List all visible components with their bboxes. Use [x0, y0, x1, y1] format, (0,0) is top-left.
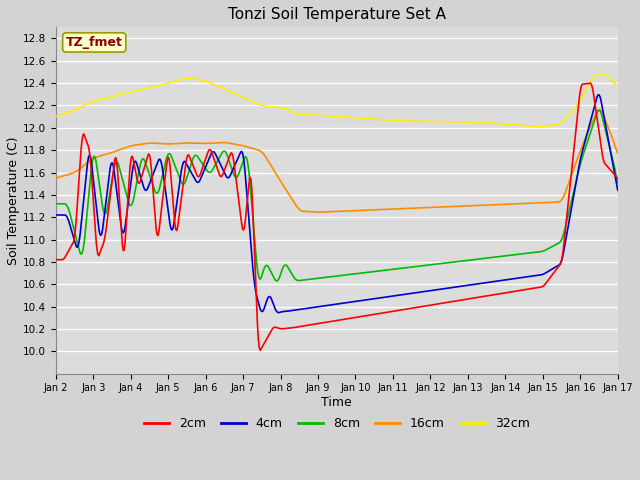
Y-axis label: Soil Temperature (C): Soil Temperature (C) [7, 136, 20, 264]
Title: Tonzi Soil Temperature Set A: Tonzi Soil Temperature Set A [228, 7, 445, 22]
Text: TZ_fmet: TZ_fmet [66, 36, 123, 49]
Legend: 2cm, 4cm, 8cm, 16cm, 32cm: 2cm, 4cm, 8cm, 16cm, 32cm [139, 412, 534, 435]
X-axis label: Time: Time [321, 396, 352, 409]
